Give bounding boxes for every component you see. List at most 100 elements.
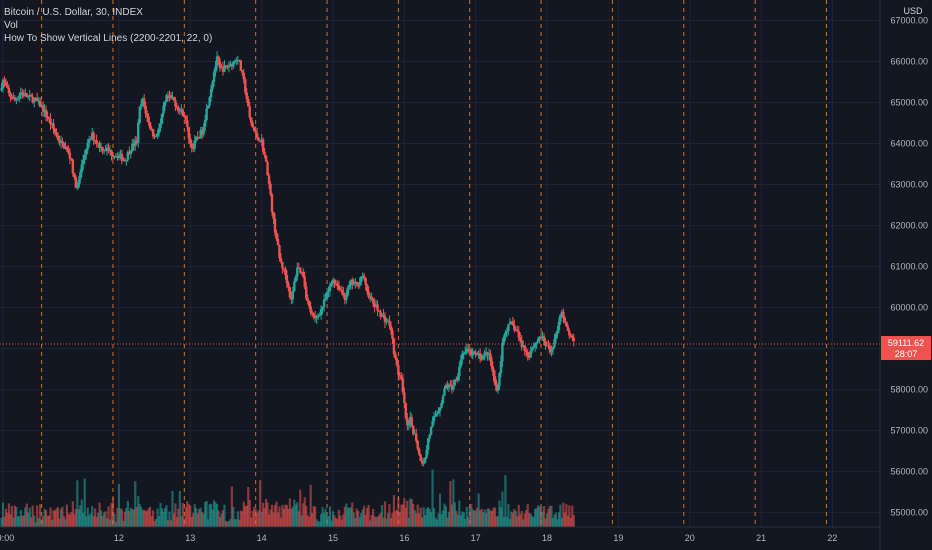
- candle-body: [83, 154, 86, 161]
- candle-body: [306, 298, 309, 301]
- candle-body: [431, 420, 434, 427]
- volume-bar: [7, 503, 11, 527]
- volume-bar: [501, 491, 504, 527]
- candle-body: [122, 159, 125, 161]
- volume-bar: [412, 503, 415, 527]
- volume-bar: [80, 499, 83, 527]
- volume-bar: [68, 514, 71, 527]
- volume-bar: [324, 508, 327, 527]
- candle-body: [380, 314, 384, 318]
- volume-bar: [218, 516, 222, 527]
- candle-body: [294, 276, 298, 282]
- volume-bar: [299, 489, 302, 527]
- volume-bar: [163, 507, 167, 527]
- candle-body: [324, 298, 327, 300]
- volume-label[interactable]: Vol: [4, 20, 18, 31]
- candle-body: [16, 98, 20, 100]
- candle-body: [7, 87, 11, 94]
- volume-bar: [86, 507, 89, 527]
- candle-body: [137, 122, 140, 143]
- candle-body: [312, 314, 315, 316]
- candle-body: [285, 275, 289, 284]
- candle-body: [447, 384, 451, 388]
- volume-bar: [432, 508, 436, 527]
- volume-bar: [372, 508, 375, 527]
- candle-body: [547, 345, 550, 347]
- volume-bar: [281, 504, 284, 527]
- candle-body: [153, 136, 156, 138]
- volume-bar: [291, 506, 294, 527]
- volume-bar: [205, 500, 208, 527]
- volume-bar: [245, 505, 248, 527]
- candle-body: [322, 299, 326, 307]
- volume-bar: [328, 506, 332, 527]
- candle-body: [316, 315, 320, 318]
- volume-bar: [336, 519, 339, 527]
- volume-bar: [480, 508, 483, 527]
- volume-bar: [516, 516, 519, 527]
- candle-body: [410, 417, 413, 426]
- volume-bar: [317, 521, 320, 527]
- candle-body: [99, 147, 103, 149]
- candle-body: [230, 64, 234, 67]
- candle-body: [125, 159, 128, 161]
- indicator-label[interactable]: How To Show Vertical Lines (2200-2201, 2…: [4, 33, 213, 44]
- volume-bar: [427, 507, 430, 527]
- candle-body: [297, 267, 300, 269]
- candle-body: [52, 123, 55, 129]
- candle-body: [288, 287, 292, 297]
- volume-bar: [544, 518, 547, 527]
- candle-body: [300, 271, 303, 273]
- candle-body: [458, 366, 461, 377]
- candle-body: [74, 177, 78, 188]
- candle-body: [412, 425, 415, 434]
- volume-bar: [511, 512, 514, 527]
- volume-bar: [25, 503, 28, 527]
- candle-body: [536, 339, 540, 342]
- candle-body: [321, 306, 324, 310]
- volume-bar: [498, 500, 501, 527]
- volume-bar: [3, 516, 6, 527]
- candle-body: [44, 109, 48, 117]
- candle-body: [455, 379, 458, 381]
- volume-bar: [119, 508, 122, 527]
- volume-bar: [394, 510, 397, 527]
- candle-body: [315, 317, 318, 319]
- candle-body: [416, 440, 419, 449]
- candle-body: [220, 67, 223, 69]
- candle-body: [388, 320, 391, 326]
- volume-bar: [345, 503, 348, 527]
- volume-bar: [502, 516, 506, 527]
- symbol-title[interactable]: Bitcoin / U.S. Dollar, 30, INDEX: [4, 7, 143, 18]
- candle-body: [215, 56, 219, 67]
- candle-body: [398, 375, 402, 377]
- volume-bar: [110, 503, 113, 527]
- volume-bar: [539, 507, 543, 527]
- volume-bar: [367, 504, 370, 527]
- volume-bar: [340, 519, 343, 527]
- volume-bar: [560, 517, 563, 527]
- volume-bar: [559, 504, 562, 527]
- volume-bar: [165, 505, 168, 527]
- price-axis[interactable]: 55000.0056000.0057000.0058000.0059000.00…: [879, 0, 931, 550]
- candle-body: [177, 107, 180, 112]
- volume-bars: [0, 469, 575, 527]
- candle-body: [296, 267, 299, 277]
- candle-body: [138, 106, 141, 123]
- candle-body: [318, 315, 321, 317]
- volume-bar: [462, 512, 465, 527]
- candle-body: [64, 146, 67, 149]
- volume-bar: [551, 518, 555, 527]
- candle-body: [409, 417, 412, 424]
- time-axis[interactable]: 09:00 12 13 14 15 16 17 18 19 20 21 22: [0, 526, 880, 543]
- candle-body: [79, 172, 82, 180]
- candle-body: [391, 330, 394, 339]
- candle-body: [140, 104, 143, 107]
- volume-bar: [398, 511, 401, 527]
- candle-body: [281, 261, 284, 269]
- candle-body: [406, 417, 409, 426]
- candle-body: [132, 143, 135, 147]
- volume-bar: [318, 521, 321, 527]
